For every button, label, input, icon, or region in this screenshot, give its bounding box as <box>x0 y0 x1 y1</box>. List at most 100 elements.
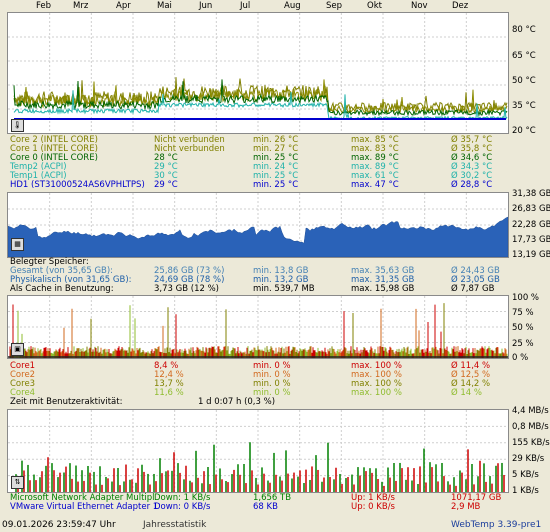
temperature-legend-name: Core 0 (INTEL CORE) <box>10 153 98 163</box>
memory-legend-name: Als Cache in Benutzung: <box>10 284 114 294</box>
temperature-legend-name: Core 2 (INTEL CORE) <box>10 135 98 145</box>
temperature-legend-min: min. 25 °C <box>253 153 299 163</box>
memory-legend-row: Als Cache in Benutzung: 3,73 GB (12 %) min… <box>10 284 550 294</box>
month-label: Sep <box>326 1 343 11</box>
month-label: Mrz <box>73 1 89 11</box>
temperature-legend-min: min. 27 °C <box>253 144 299 154</box>
temperature-legend-max: max. 61 °C <box>351 171 399 181</box>
month-label: Dez <box>452 1 469 11</box>
temperature-legend-avg: Ø 35,8 °C <box>451 144 493 154</box>
cpu-legend-row: Core3 13,7 % min. 0 % max. 100 % Ø 14,2 % <box>10 379 550 389</box>
memory-legend-row: Physikalisch (von 31,65 GB): 24,69 GB (78… <box>10 275 550 285</box>
temperature-legend-row: Temp2 (ACPI) 29 °C min. 24 °C max. 89 °C Ø 3… <box>10 162 550 172</box>
cpu-legend-max: max. 100 % <box>351 379 402 389</box>
temperature-legend-name: Core 1 (INTEL CORE) <box>10 144 98 154</box>
mem-axis-tick: 22,28 GB <box>512 220 550 230</box>
memory-legend-max: max. 35,63 GB <box>351 266 415 276</box>
month-label: Jul <box>240 1 251 11</box>
cpu-chart: ▣ <box>7 295 509 359</box>
memory-legend-max: max. 15,98 GB <box>351 284 415 294</box>
network-legend-total_down: 1,656 TB <box>253 493 292 503</box>
cpu-legend-min: min. 0 % <box>253 379 291 389</box>
cpu-legend-cur: 13,7 % <box>154 379 184 389</box>
memory-chart: ▦ <box>7 192 509 258</box>
cpu-legend-name: Core2 <box>10 370 36 380</box>
cpu-legend-row: Core1 8,4 % min. 0 % max. 100 % Ø 11,4 % <box>10 361 550 371</box>
cpu-legend-avg: Ø 14,2 % <box>451 379 491 389</box>
temperature-legend-avg: Ø 30,2 °C <box>451 171 493 181</box>
temperature-legend-cur: Nicht verbunden <box>154 144 225 154</box>
temperature-legend-row: Temp1 (ACPI) 30 °C min. 25 °C max. 61 °C Ø 3… <box>10 171 550 181</box>
activity-label: Zeit mit Benutzeraktivität: <box>10 397 123 407</box>
memory-legend-row: Gesamt (von 35,65 GB): 25,86 GB (73 %) min… <box>10 266 550 276</box>
cpu-legend-min: min. 0 % <box>253 388 291 398</box>
temperature-legend-avg: Ø 35,7 °C <box>451 135 493 145</box>
memory-legend-max: max. 31,35 GB <box>351 275 415 285</box>
network-legend-total_up: 1071,17 GB <box>451 493 502 503</box>
temperature-legend-min: min. 26 °C <box>253 135 299 145</box>
net-axis-tick: 155 KB/s <box>512 438 550 448</box>
thermometer-icon: 🌡 <box>11 119 24 132</box>
month-label: Okt <box>367 1 382 11</box>
timestamp: 09.01.2026 23:59:47 Uhr <box>2 520 116 530</box>
temperature-legend-cur: 28 °C <box>154 153 178 163</box>
net-axis-tick: 4,4 MB/s <box>512 406 549 416</box>
temperature-legend-min: min. 24 °C <box>253 162 299 172</box>
memory-legend-cur: 3,73 GB (12 %) <box>154 284 219 294</box>
cpu-legend-max: max. 100 % <box>351 370 402 380</box>
cpu-axis-tick: 50 % <box>512 323 534 333</box>
cpu-legend-row: Core2 12,4 % min. 0 % max. 100 % Ø 12,5 % <box>10 370 550 380</box>
cpu-legend-avg: Ø 11,4 % <box>451 361 491 371</box>
net-axis-tick: 0,8 MB/s <box>512 422 549 432</box>
network-legend-total_up: 2,9 MB <box>451 502 481 512</box>
memory-legend-min: min. 13,8 GB <box>253 266 309 276</box>
network-legend-down: Down: 0 KB/s <box>154 502 211 512</box>
network-legend-total_down: 68 KB <box>253 502 278 512</box>
temp-axis-tick: 65 °C <box>512 51 536 61</box>
memory-legend-min: min. 539,7 MB <box>253 284 315 294</box>
mem-axis-tick: 31,38 GB <box>512 189 550 199</box>
network-legend-row: Microsoft Network Adapter Multipl Down: 1… <box>10 493 550 503</box>
net-axis-tick: 29 KB/s <box>512 454 545 464</box>
memory-area <box>8 216 508 257</box>
activity-value: 1 d 0:07 h (0,3 %) <box>198 397 276 407</box>
cpu-legend-min: min. 0 % <box>253 361 291 371</box>
temp-series-line <box>13 90 508 121</box>
month-label: Aug <box>284 1 301 11</box>
temperature-legend-avg: Ø 28,8 °C <box>451 180 493 190</box>
temperature-legend-avg: Ø 34,6 °C <box>451 153 493 163</box>
cpu-legend-name: Core4 <box>10 388 36 398</box>
temperature-legend-row: Core 1 (INTEL CORE) Nicht verbunden min. 2… <box>10 144 550 154</box>
temperature-legend-row: Core 0 (INTEL CORE) 28 °C min. 25 °C max. 8… <box>10 153 550 163</box>
temperature-legend-max: max. 85 °C <box>351 135 399 145</box>
temp-axis-tick: 80 °C <box>512 25 536 35</box>
network-legend-up: Up: 0 KB/s <box>351 502 395 512</box>
memory-legend-avg: Ø 23,05 GB <box>451 275 500 285</box>
cpu-axis-tick: 25 % <box>512 339 534 349</box>
temperature-legend-row: HD1 (ST31000524AS6VPHLTPS) 29 °C min. 25 °… <box>10 180 550 190</box>
temperature-legend-cur: 30 °C <box>154 171 178 181</box>
cpu-legend-row: Core4 11,6 % min. 0 % max. 100 % Ø 14 % <box>10 388 550 398</box>
temp-axis-tick: 20 °C <box>512 126 536 136</box>
temp-series-line <box>13 79 508 117</box>
cpu-legend-name: Core3 <box>10 379 36 389</box>
temperature-legend-min: min. 25 °C <box>253 171 299 181</box>
temperature-legend-min: min. 25 °C <box>253 180 299 190</box>
month-label: Feb <box>36 1 52 11</box>
temperature-legend-max: max. 83 °C <box>351 144 399 154</box>
network-legend-name: VMware Virtual Ethernet Adapter 1 <box>10 502 159 512</box>
network-icon: ⇅ <box>11 476 24 489</box>
month-label: Apr <box>116 1 131 11</box>
month-label: Mai <box>157 1 172 11</box>
memory-legend-cur: 25,86 GB (73 %) <box>154 266 225 276</box>
temperature-legend-max: max. 47 °C <box>351 180 399 190</box>
network-legend-name: Microsoft Network Adapter Multipl <box>10 493 155 503</box>
version-link[interactable]: WebTemp 3.39-pre1 <box>451 520 542 530</box>
cpu-legend-name: Core1 <box>10 361 36 371</box>
cpu-legend-avg: Ø 12,5 % <box>451 370 491 380</box>
cpu-legend-cur: 11,6 % <box>154 388 184 398</box>
month-label: Nov <box>411 1 428 11</box>
cpu-legend-max: max. 100 % <box>351 361 402 371</box>
status-bar: 09.01.2026 23:59:47 Uhr Jahresstatistik … <box>0 518 550 532</box>
memory-heading: Belegter Speicher: <box>10 257 89 267</box>
